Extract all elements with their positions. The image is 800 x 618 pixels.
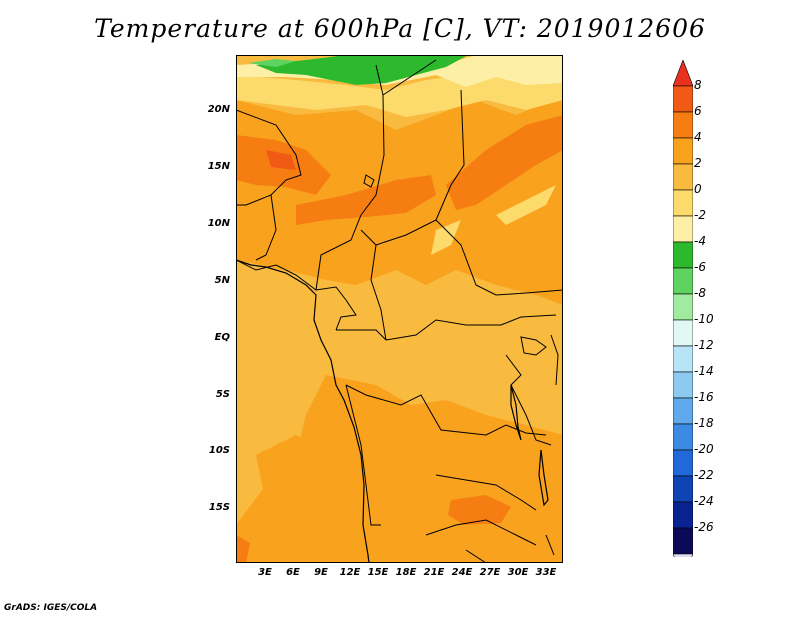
- colorbar-segment-14: [673, 423, 693, 451]
- colorbar-segment-10: [673, 319, 693, 347]
- colorbar-segment-6: [673, 215, 693, 243]
- colorbar-segment-8: [673, 267, 693, 295]
- hot-spot-south: [448, 495, 511, 525]
- lake-victoria: [520, 336, 547, 356]
- colorbar-label: 6: [694, 104, 702, 118]
- colorbar-label: 0: [694, 182, 702, 196]
- lat-label-15s: 15S: [208, 502, 230, 513]
- colorbar-segment-17: [673, 501, 693, 529]
- colorbar-label: -14: [694, 364, 714, 378]
- lon-label-24e: 24E: [451, 567, 473, 578]
- colorbar-label: -12: [694, 338, 714, 352]
- north-cold-core: [256, 55, 468, 85]
- colorbar-label: -8: [694, 286, 706, 300]
- south-warm-region-2: [256, 435, 326, 505]
- colorbar-segment-19: [673, 553, 693, 557]
- lat-label-10s: 10S: [208, 445, 230, 456]
- lake-tanganyika: [510, 384, 522, 441]
- colorbar-label: -10: [694, 312, 714, 326]
- colorbar-label: -16: [694, 390, 714, 404]
- lat-label-10n: 10N: [207, 218, 230, 229]
- lat-label-5n: 5N: [214, 275, 230, 286]
- colorbar-segment-5: [673, 189, 693, 217]
- lake-malawi: [538, 449, 549, 507]
- colorbar-label: 4: [694, 130, 702, 144]
- colorbar: [673, 60, 693, 557]
- colorbar-label: -2: [694, 208, 706, 222]
- colorbar-segment-16: [673, 475, 693, 503]
- coastline: [236, 259, 370, 563]
- grads-credit: GrADS: IGES/COLA: [4, 603, 98, 613]
- colorbar-label: -24: [694, 494, 714, 508]
- colorbar-label: -6: [694, 260, 706, 274]
- hot-core-central: [296, 175, 436, 225]
- lat-label-15n: 15N: [207, 161, 230, 172]
- colorbar-label: -4: [694, 234, 706, 248]
- north-coldest-core: [248, 59, 296, 67]
- colorbar-label: -22: [694, 468, 714, 482]
- lon-label-9e: 9E: [314, 567, 328, 578]
- colorbar-label: -20: [694, 442, 714, 456]
- lat-label-20n: 20N: [207, 104, 230, 115]
- map-title: Temperature at 600hPa [C], VT: 201901260…: [94, 14, 706, 43]
- colorbar-segment-18: [673, 527, 693, 555]
- colorbar-segment-0: [673, 60, 693, 87]
- lon-label-3e: 3E: [258, 567, 272, 578]
- hot-core-tiny: [266, 150, 296, 170]
- north-colder-band: [236, 55, 563, 87]
- lon-label-18e: 18E: [395, 567, 417, 578]
- colorbar-label: -26: [694, 520, 714, 534]
- colorbar-segment-11: [673, 345, 693, 373]
- colorbar-segment-4: [673, 163, 693, 191]
- hot-core-east: [446, 115, 563, 210]
- lon-label-33e: 33E: [535, 567, 557, 578]
- colorbar-segment-3: [673, 137, 693, 165]
- colorbar-segment-1: [673, 85, 693, 113]
- lon-label-6e: 6E: [286, 567, 300, 578]
- cool-pocket-2: [496, 185, 556, 225]
- colorbar-segment-7: [673, 241, 693, 269]
- colorbar-segment-12: [673, 371, 693, 399]
- lon-label-15e: 15E: [367, 567, 389, 578]
- colorbar-segment-2: [673, 111, 693, 139]
- colorbar-segment-9: [673, 293, 693, 321]
- lon-label-30e: 30E: [507, 567, 529, 578]
- colorbar-label: 8: [694, 78, 702, 92]
- colorbar-segment-13: [673, 397, 693, 425]
- colorbar-segment-15: [673, 449, 693, 477]
- colorbar-label: -18: [694, 416, 714, 430]
- hot-spot-southwest: [236, 535, 250, 563]
- country-boundaries: [236, 59, 563, 563]
- cool-pocket-1: [431, 220, 461, 255]
- lake-chad: [363, 174, 375, 188]
- lat-label-eq: EQ: [214, 332, 230, 343]
- lon-label-21e: 21E: [423, 567, 445, 578]
- lat-label-5s: 5S: [215, 389, 230, 400]
- lon-label-27e: 27E: [479, 567, 501, 578]
- lon-label-12e: 12E: [339, 567, 361, 578]
- colorbar-label: 2: [694, 156, 702, 170]
- temperature-map: [236, 55, 563, 563]
- map-frame: [236, 55, 563, 563]
